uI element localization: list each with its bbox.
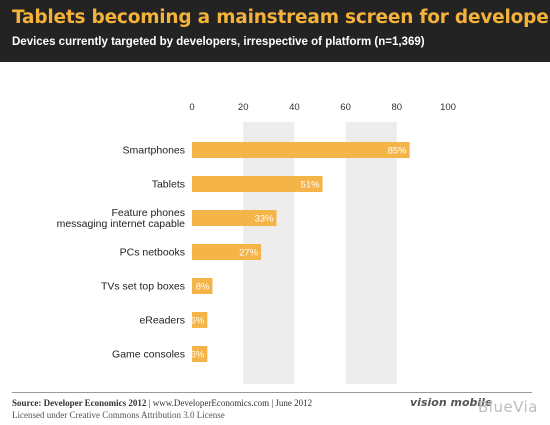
bars <box>192 142 410 362</box>
category-label: Feature phones messaging internet capable <box>57 207 186 230</box>
value-label: 6% <box>191 350 205 361</box>
grid-bands <box>243 122 397 384</box>
chart-title: Tablets becoming a mainstream screen for… <box>12 7 550 28</box>
bar-chart: 0 20 40 60 80 100 Smartphones Tablets Feature p… <box>57 102 456 384</box>
source-label: Source: Developer Economics 2012 <box>12 398 147 408</box>
footer-divider <box>12 392 532 393</box>
bar <box>192 278 213 294</box>
chart-subtitle: Devices currently targeted by developers… <box>12 36 425 48</box>
value-label: 33% <box>254 214 274 225</box>
x-tick-label: 80 <box>392 102 403 113</box>
category-label: TVs set top boxes <box>101 281 185 293</box>
value-label: 8% <box>196 282 210 293</box>
bar <box>192 142 410 158</box>
value-labels: 85% 51% 33% 27% 8% 6% 6% <box>191 146 408 361</box>
grid-band <box>345 122 397 384</box>
value-label: 27% <box>239 248 259 259</box>
chart-header: Tablets becoming a mainstream screen for… <box>0 0 550 62</box>
bar <box>192 244 262 260</box>
visionmobile-logo: vision mobile <box>410 396 493 409</box>
category-labels: Smartphones Tablets Feature phones messagin… <box>57 145 186 361</box>
x-tick-label: 20 <box>238 102 249 113</box>
category-label: Game consoles <box>112 349 185 361</box>
x-tick-label: 60 <box>340 102 351 113</box>
category-label: Tablets <box>152 179 185 191</box>
value-label: 51% <box>301 180 321 191</box>
bar <box>192 210 277 226</box>
bar <box>192 346 208 362</box>
x-axis-ticks: 0 20 40 60 80 100 <box>189 102 456 113</box>
x-tick-label: 40 <box>289 102 300 113</box>
bluevia-logo: BlueVia <box>478 398 538 416</box>
bar <box>192 176 323 192</box>
bar <box>192 312 208 328</box>
x-tick-label: 100 <box>440 102 456 113</box>
x-tick-label: 0 <box>189 102 194 113</box>
license-note: Licensed under Creative Commons Attribut… <box>12 410 225 420</box>
category-label: Smartphones <box>123 145 185 157</box>
value-label: 85% <box>388 146 408 157</box>
category-label: PCs netbooks <box>120 247 185 259</box>
source-details: | www.DeveloperEconomics.com | June 2012 <box>146 398 313 408</box>
source-note: Source: Developer Economics 2012 | www.D… <box>12 398 312 408</box>
category-label: eReaders <box>139 315 185 327</box>
value-label: 6% <box>191 316 205 327</box>
